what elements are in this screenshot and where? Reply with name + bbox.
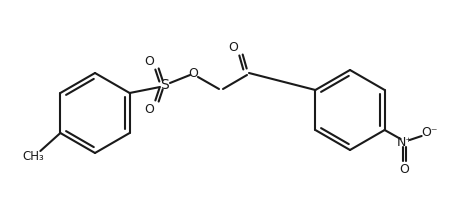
Text: S: S (160, 78, 169, 92)
Text: N⁺: N⁺ (396, 135, 412, 148)
Text: O: O (188, 67, 198, 80)
Text: O: O (144, 102, 154, 116)
Text: O: O (399, 163, 409, 176)
Text: CH₃: CH₃ (22, 150, 44, 163)
Text: O⁻: O⁻ (420, 126, 437, 139)
Text: O: O (228, 41, 238, 54)
Text: O: O (144, 55, 154, 67)
